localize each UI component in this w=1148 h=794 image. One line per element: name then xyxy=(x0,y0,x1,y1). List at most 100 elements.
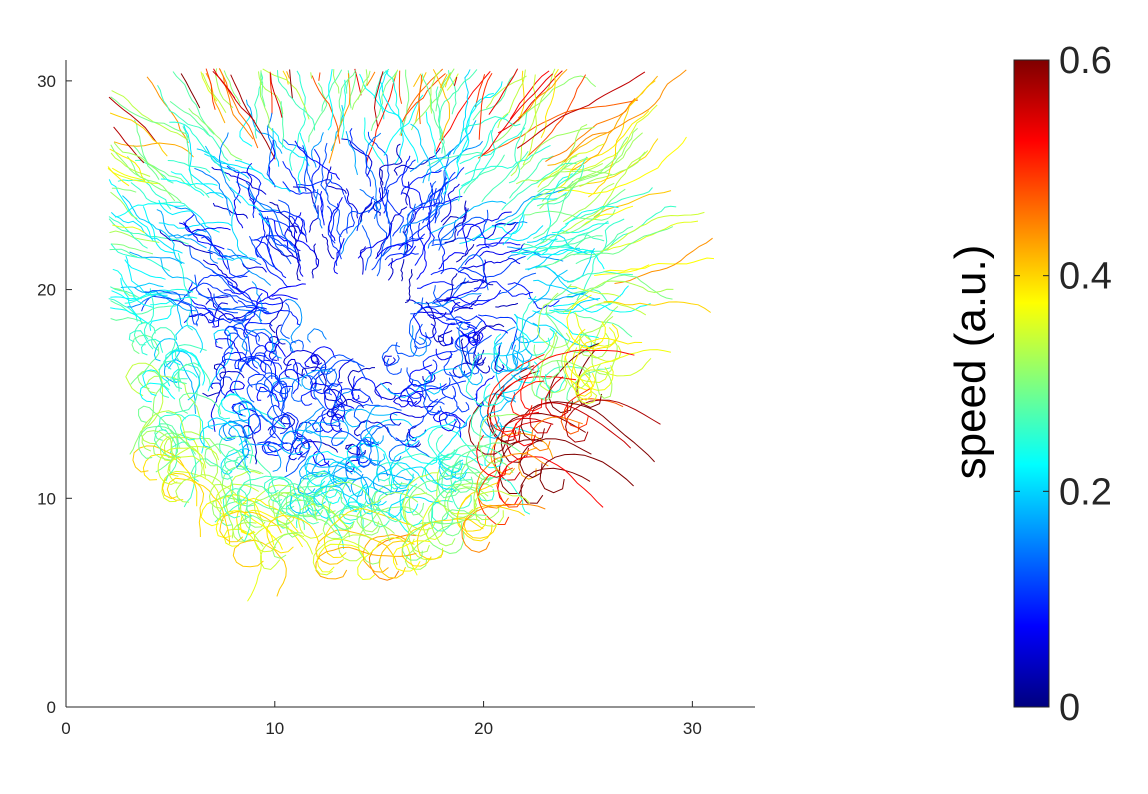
trajectory xyxy=(349,72,357,109)
trajectory xyxy=(325,174,342,238)
trajectory xyxy=(289,70,306,171)
trajectory xyxy=(278,483,320,510)
trajectory xyxy=(208,318,248,324)
trajectory xyxy=(515,162,604,185)
trajectory xyxy=(438,414,472,474)
trajectory xyxy=(576,350,603,408)
trajectory xyxy=(386,426,409,442)
trajectory xyxy=(325,359,365,388)
trajectory xyxy=(330,430,373,448)
trajectory xyxy=(545,98,636,163)
trajectory xyxy=(202,73,227,114)
trajectory xyxy=(408,297,428,346)
trajectory xyxy=(401,73,446,124)
trajectory xyxy=(430,267,487,283)
trajectory xyxy=(246,382,286,428)
trajectory xyxy=(529,359,561,380)
trajectory xyxy=(562,136,629,191)
trajectory xyxy=(365,405,384,445)
trajectory xyxy=(282,70,289,85)
trajectory xyxy=(285,493,345,549)
trajectory xyxy=(545,283,593,353)
trajectory xyxy=(481,151,529,203)
trajectory xyxy=(204,153,262,174)
trajectory xyxy=(125,255,168,296)
trajectory xyxy=(416,212,431,280)
trajectory xyxy=(464,334,492,375)
trajectory xyxy=(297,132,307,194)
trajectory xyxy=(157,294,184,329)
trajectory xyxy=(383,94,424,156)
trajectory xyxy=(432,69,451,140)
trajectory xyxy=(251,281,263,324)
trajectory xyxy=(462,207,469,256)
trajectory xyxy=(183,124,224,199)
trajectory xyxy=(526,234,589,255)
trajectory xyxy=(478,72,493,140)
trajectory xyxy=(247,283,306,314)
trajectory xyxy=(402,472,439,531)
trajectory xyxy=(417,281,455,289)
trajectory xyxy=(377,242,413,258)
trajectory xyxy=(473,323,505,341)
trajectory xyxy=(320,142,329,195)
trajectory xyxy=(368,424,398,466)
trajectory xyxy=(425,528,465,555)
trajectory xyxy=(474,74,486,108)
trajectory xyxy=(425,111,450,195)
trajectory xyxy=(153,429,178,482)
trajectory xyxy=(270,73,283,118)
trajectory xyxy=(529,402,632,449)
trajectory xyxy=(255,247,291,288)
trajectory xyxy=(110,96,190,140)
trajectory xyxy=(156,209,207,239)
trajectory xyxy=(211,269,267,310)
trajectory xyxy=(422,500,445,541)
trajectory xyxy=(426,182,435,245)
trajectory xyxy=(452,69,471,155)
trajectory xyxy=(449,299,490,313)
trajectory xyxy=(292,186,319,214)
trajectory xyxy=(453,395,470,413)
trajectory xyxy=(158,200,220,233)
trajectory xyxy=(518,70,525,122)
trajectory xyxy=(205,191,248,257)
trajectory xyxy=(107,167,161,185)
trajectory xyxy=(315,546,417,580)
trajectory xyxy=(433,187,438,224)
trajectory xyxy=(178,362,211,386)
trajectory xyxy=(520,349,635,412)
trajectory xyxy=(554,226,674,264)
trajectory xyxy=(223,448,247,472)
trajectory xyxy=(575,225,634,265)
trajectory xyxy=(477,99,639,159)
trajectory xyxy=(237,475,292,518)
trajectory xyxy=(435,70,491,152)
trajectory xyxy=(535,247,581,268)
trajectory xyxy=(218,68,259,149)
trajectory xyxy=(260,71,266,107)
trajectory xyxy=(288,215,307,237)
colorbar-ticks: 0 0.2 0.4 0.6 xyxy=(1014,40,1112,729)
trajectory xyxy=(581,205,634,228)
trajectory xyxy=(289,69,293,99)
trajectory xyxy=(423,368,457,395)
trajectory xyxy=(301,369,331,391)
trajectory xyxy=(311,75,341,144)
trajectory xyxy=(168,234,207,249)
trajectory xyxy=(109,112,168,157)
trajectory xyxy=(398,70,403,104)
trajectory xyxy=(142,206,176,254)
trajectory xyxy=(400,68,444,137)
colorbar-tick-label: 0 xyxy=(1059,687,1080,729)
y-tick-label: 20 xyxy=(37,281,56,300)
trajectory xyxy=(400,170,442,195)
trajectory xyxy=(565,399,661,443)
trajectory xyxy=(591,306,619,376)
trajectory xyxy=(337,358,354,384)
trajectory xyxy=(326,398,364,418)
trajectory xyxy=(294,439,330,468)
trajectory xyxy=(537,157,589,193)
trajectory xyxy=(400,259,405,282)
trajectory xyxy=(386,358,402,375)
